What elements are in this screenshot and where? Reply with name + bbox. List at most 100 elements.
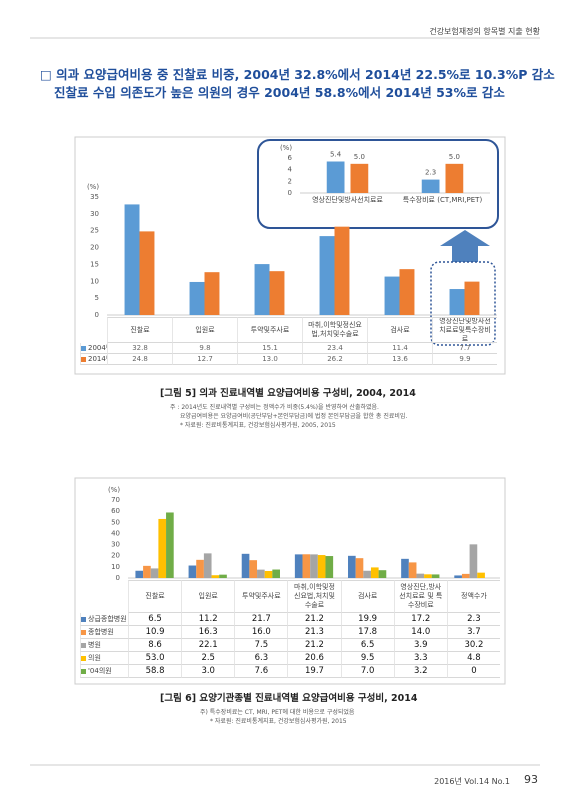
bar [454, 575, 462, 578]
bar [188, 565, 197, 578]
bar [350, 163, 369, 193]
y-tick-label: 5 [95, 294, 99, 302]
category-label: 진찰료 [107, 317, 172, 343]
bar [355, 558, 364, 578]
bar [254, 264, 270, 315]
table-value: 14.0 [393, 626, 447, 639]
table-value: 9.9 [432, 354, 497, 365]
category-label: 입원료 [172, 317, 237, 343]
bar [424, 574, 432, 578]
category-label: 입원료 [181, 580, 235, 613]
table-value: 17.8 [340, 626, 394, 639]
table-value: 8.6 [128, 639, 182, 652]
bar [269, 271, 285, 315]
y-tick-label: 60 [111, 507, 120, 515]
bar [421, 179, 440, 193]
bar [204, 272, 220, 315]
bar [469, 544, 478, 578]
value-label: 5.0 [354, 153, 365, 161]
bar [326, 161, 345, 193]
legend-entry: 병원 [80, 639, 128, 652]
table-value: 11.2 [181, 613, 235, 626]
table-value: 13.0 [237, 354, 302, 365]
legend-entry: 상급종합병원 [80, 613, 128, 626]
bar [189, 281, 205, 315]
headline: 진찰료 수입 의존도가 높은 의원의 경우 2004년 58.8%에서 2014… [54, 85, 505, 100]
table-value: 32.8 [107, 343, 172, 354]
y-tick-label: 4 [288, 166, 293, 174]
bar [196, 559, 204, 578]
bar [445, 163, 464, 193]
legend-swatch [81, 668, 86, 674]
category-label: 검사료 [367, 317, 432, 343]
figure6-frame [74, 477, 506, 685]
y-tick-label: 6 [288, 154, 293, 162]
table-value: 20.6 [287, 652, 341, 665]
table-value: 21.2 [287, 639, 341, 652]
category-label: 마취,이학및정신요법,처치및수술료 [287, 580, 341, 613]
bar [302, 554, 311, 578]
value-label: 5.4 [330, 151, 342, 159]
table-value: 2.3 [446, 613, 500, 626]
category-label: 검사료 [340, 580, 394, 613]
y-tick-label: 70 [111, 496, 120, 504]
y-tick-label: 20 [111, 552, 120, 560]
category-label: 영상진단및방사선치료료 [312, 196, 383, 204]
table-value: 3.9 [393, 639, 447, 652]
category-label: 투약및주사료 [237, 317, 302, 343]
bar [401, 558, 409, 578]
table-value: 11.4 [367, 343, 432, 354]
value-label: 5.0 [449, 153, 460, 161]
legend-label: 의원 [88, 653, 101, 662]
y-axis-label: (%) [87, 183, 99, 191]
legend-entry: '04의원 [80, 665, 128, 678]
y-tick-label: 40 [111, 529, 120, 537]
bar [294, 554, 303, 578]
table-value: 17.2 [393, 613, 447, 626]
inset-frame [257, 139, 499, 229]
y-tick-label: 15 [90, 260, 99, 268]
figure-note: * 자료원: 진료비통계지표, 건강보험심사평가원, 2005, 2015 [180, 422, 336, 429]
bar [317, 555, 326, 578]
bar [461, 573, 470, 578]
bar [384, 276, 400, 315]
bar [143, 565, 151, 578]
bar [464, 281, 480, 315]
table-value: 16.0 [234, 626, 288, 639]
legend-swatch [81, 642, 86, 648]
figure-note: 주) 특수장비료는 CT, MRI, PET에 대한 비용으로 구성되었음 [200, 709, 355, 716]
y-tick-label: 0 [116, 574, 120, 582]
bar [211, 575, 220, 578]
category-label: 영상진단,방사선치료료 및 특수장비료 [393, 580, 447, 613]
table-value: 6.3 [234, 652, 288, 665]
table-value: 23.4 [302, 343, 367, 354]
bar [477, 572, 485, 578]
table-value: 19.7 [287, 665, 341, 678]
legend-swatch [81, 356, 86, 362]
bar [241, 553, 250, 578]
table-value: 6.5 [128, 613, 182, 626]
table-value: 16.3 [181, 626, 235, 639]
legend-entry: 2014년 [80, 354, 107, 365]
bar [416, 573, 425, 578]
value-label: 2.3 [425, 169, 436, 177]
table-value: 7.6 [234, 665, 288, 678]
legend-entry: 종합병원 [80, 626, 128, 639]
highlight-box [430, 261, 496, 346]
table-value: 13.6 [367, 354, 432, 365]
table-value: 3.3 [393, 652, 447, 665]
category-label: 진찰료 [128, 580, 182, 613]
category-label: 특수장비료 (CT,MRI,PET) [402, 196, 483, 204]
bar [348, 555, 356, 578]
figure-note: 요양급여비용은 요양급여비(공단부담+본인부담금)에 법정 본인부담금을 합한 … [180, 413, 408, 420]
category-label: 투약및주사료 [234, 580, 288, 613]
legend-swatch [81, 655, 86, 661]
bar [150, 568, 159, 578]
bar [370, 567, 379, 578]
figure-caption: [그림 6] 요양기관종별 진료내역별 요양급여비용 구성비, 2014 [160, 693, 418, 704]
legend-swatch [81, 616, 86, 622]
bar [249, 560, 258, 578]
table-value: 9.8 [172, 343, 237, 354]
